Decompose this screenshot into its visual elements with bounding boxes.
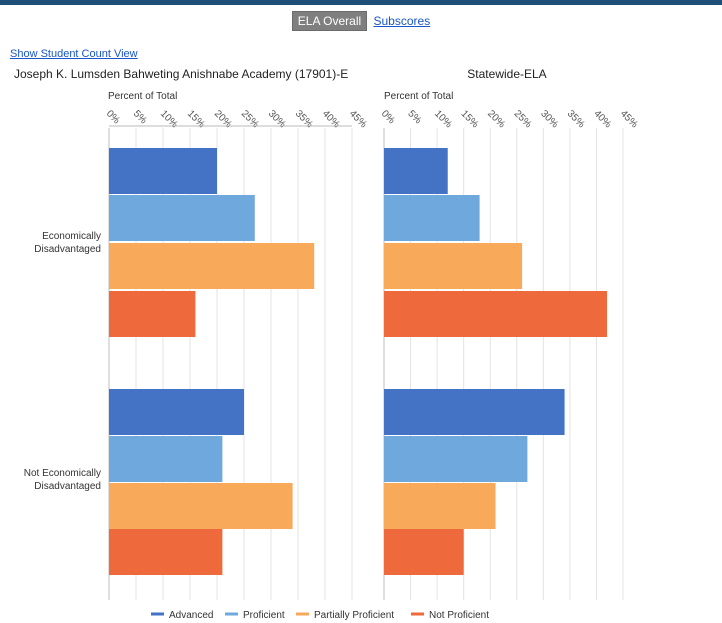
tick-label: 10% — [158, 108, 180, 130]
tick-label: 5% — [405, 108, 423, 126]
bar[interactable] — [109, 529, 223, 575]
tick-label: 20% — [485, 108, 507, 130]
bar[interactable] — [384, 291, 608, 337]
tick-label: 45% — [347, 108, 369, 130]
tick-label: 35% — [293, 108, 315, 130]
panel-title: Joseph K. Lumsden Bahweting Anishnabe Ac… — [14, 67, 348, 81]
bar[interactable] — [384, 483, 496, 529]
bar[interactable] — [384, 436, 528, 482]
top-banner — [0, 0, 722, 5]
legend-label: Partially Proficient — [314, 610, 394, 621]
bar[interactable] — [384, 243, 523, 289]
bar[interactable] — [109, 243, 315, 289]
row-label: Not Economically — [24, 468, 101, 479]
bar[interactable] — [384, 148, 448, 194]
bar[interactable] — [109, 291, 196, 337]
bar[interactable] — [109, 483, 293, 529]
bar[interactable] — [109, 195, 255, 241]
tick-label: 25% — [512, 108, 534, 130]
show-student-count-link[interactable]: Show Student Count View — [10, 48, 138, 60]
row-label: Disadvantaged — [34, 244, 101, 255]
tick-label: 45% — [618, 108, 640, 130]
tab-subscores-link[interactable]: Subscores — [373, 14, 431, 28]
row-label: Disadvantaged — [34, 481, 101, 492]
tick-label: 30% — [266, 108, 288, 130]
tab-ela-overall[interactable]: ELA Overall — [291, 11, 368, 31]
axis-label: Percent of Total — [108, 91, 177, 102]
tick-label: 0% — [379, 108, 397, 126]
tick-label: 30% — [538, 108, 560, 130]
view-tabs: ELA Overall Subscores — [0, 11, 722, 31]
legend-label: Advanced — [169, 610, 213, 621]
bar[interactable] — [384, 389, 565, 435]
tick-label: 10% — [432, 108, 454, 130]
panel-title: Statewide-ELA — [467, 67, 546, 81]
tick-label: 0% — [104, 108, 122, 126]
bar[interactable] — [109, 389, 244, 435]
tick-label: 35% — [565, 108, 587, 130]
tick-label: 5% — [131, 108, 149, 126]
bar[interactable] — [384, 529, 464, 575]
tick-label: 40% — [320, 108, 342, 130]
tick-label: 15% — [185, 108, 207, 130]
axis-label: Percent of Total — [384, 91, 453, 102]
tick-label: 25% — [239, 108, 261, 130]
tick-label: 15% — [459, 108, 481, 130]
legend-label: Proficient — [243, 610, 285, 621]
bar[interactable] — [384, 195, 480, 241]
tick-label: 40% — [591, 108, 613, 130]
bar[interactable] — [109, 148, 217, 194]
tick-label: 20% — [212, 108, 234, 130]
row-label: Economically — [42, 231, 101, 242]
legend-label: Not Proficient — [429, 610, 489, 621]
bar[interactable] — [109, 436, 223, 482]
